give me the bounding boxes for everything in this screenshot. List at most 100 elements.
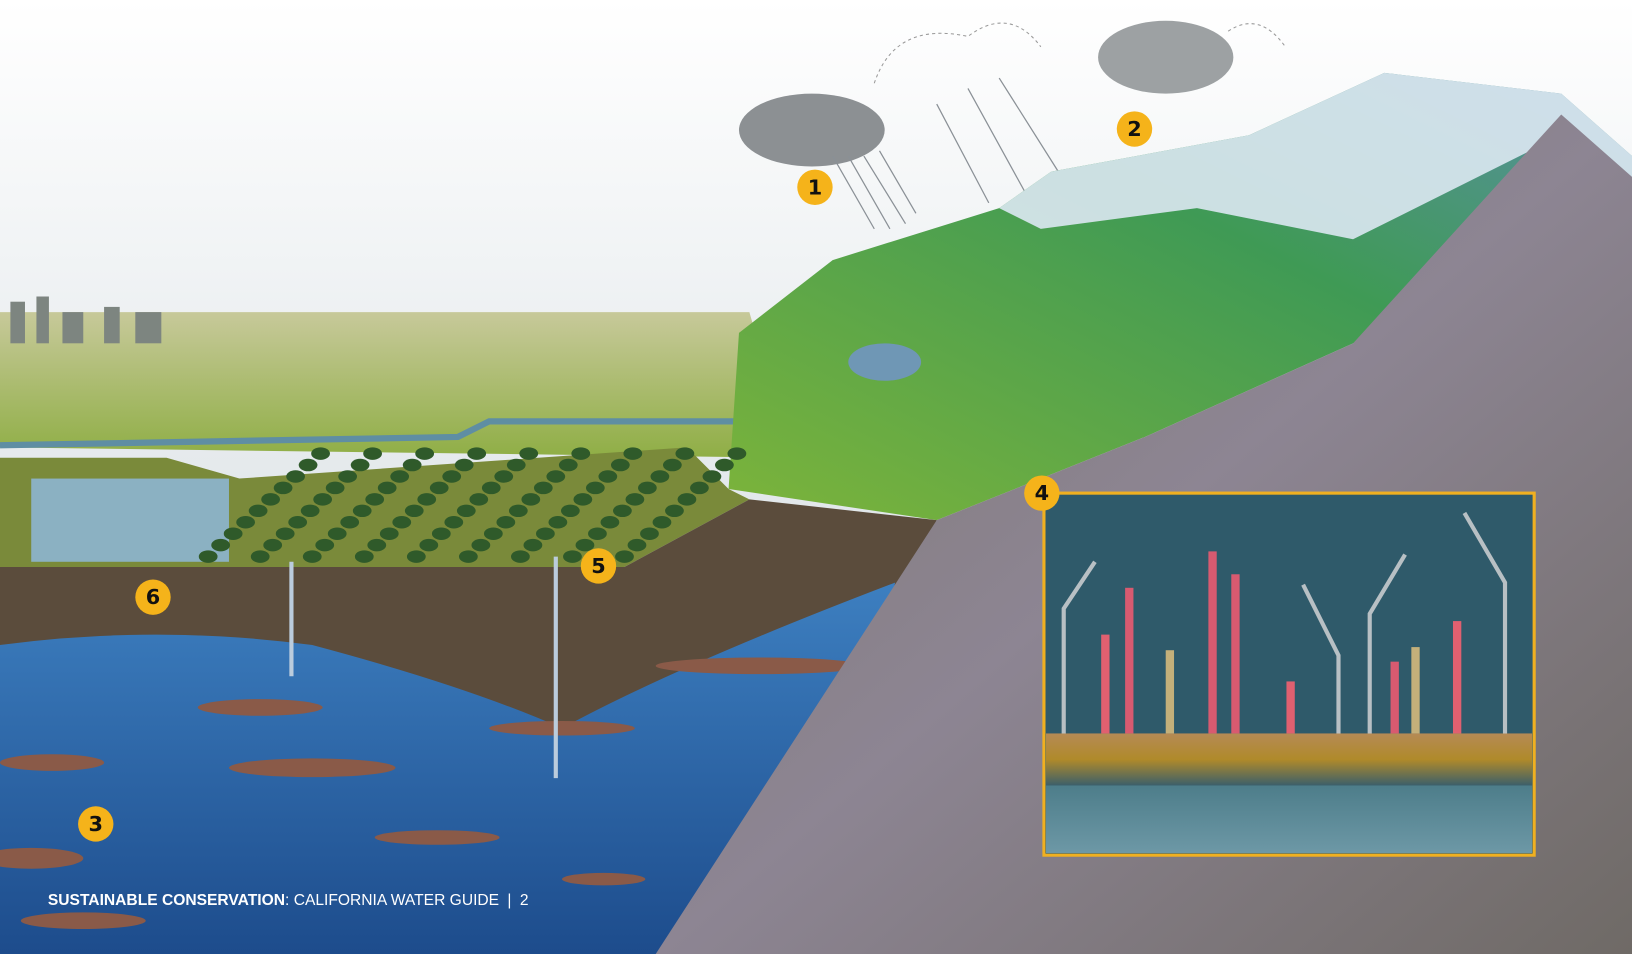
tree (650, 470, 670, 483)
tree (236, 516, 255, 529)
inset-water (1046, 785, 1533, 854)
rain (832, 77, 1063, 230)
tree (481, 481, 501, 495)
tree (558, 458, 578, 472)
tree (652, 516, 672, 529)
marker-badge (1116, 111, 1153, 147)
tree (415, 447, 435, 460)
pipe (1165, 650, 1175, 734)
tree (519, 447, 539, 460)
tree (392, 516, 412, 529)
tree (261, 493, 280, 506)
snow-cloud (1098, 20, 1234, 94)
footer: SUSTAINABLE CONSERVATION: CALIFORNIA WAT… (48, 892, 529, 909)
tree (406, 550, 426, 563)
tree (469, 493, 489, 506)
footer-brand: SUSTAINABLE CONSERVATION (48, 892, 285, 909)
tree (496, 516, 516, 529)
pipe (1231, 574, 1240, 734)
tree (521, 493, 541, 506)
reservoir (848, 343, 922, 381)
tree (367, 538, 387, 552)
tree (379, 527, 399, 540)
recharge-basin (31, 478, 229, 562)
tree (350, 458, 370, 472)
tree (298, 458, 318, 472)
tree (615, 550, 634, 563)
tree (665, 504, 684, 518)
tree (404, 504, 424, 518)
inset-soil (1046, 733, 1533, 786)
pipe (1452, 621, 1462, 734)
city (10, 296, 162, 344)
tree (508, 504, 528, 518)
tree (454, 458, 474, 472)
tree (315, 538, 335, 552)
tree (429, 481, 449, 495)
bent-pipe (1367, 553, 1407, 734)
tree (571, 447, 591, 460)
marker-badge (135, 579, 171, 615)
tree (533, 481, 553, 495)
tree (727, 447, 747, 460)
tree (250, 550, 270, 563)
clay-lenses (0, 657, 864, 930)
rain-cloud (738, 93, 885, 167)
tree (548, 516, 568, 529)
tree (561, 504, 580, 518)
tree (677, 493, 697, 506)
snow-peaks (999, 72, 1632, 240)
tree (352, 504, 372, 518)
pipe (1125, 587, 1134, 734)
cloud-outline (873, 22, 1286, 84)
tree (311, 447, 330, 460)
tree (613, 504, 632, 518)
tree (600, 516, 620, 529)
tree (288, 516, 308, 529)
tree (365, 493, 385, 506)
aquifer (0, 582, 896, 954)
pipe (1411, 647, 1420, 734)
orchard (198, 447, 747, 563)
tree (377, 481, 397, 495)
marker-badge (1024, 475, 1060, 511)
tree (702, 470, 722, 483)
tree (625, 493, 645, 506)
tree (494, 470, 514, 483)
tree (546, 470, 566, 483)
marker-label: 3 (89, 812, 103, 836)
tree (390, 470, 410, 483)
tree (638, 481, 657, 495)
tree (286, 470, 305, 483)
tree (273, 481, 293, 495)
pipe (1101, 634, 1110, 734)
tree (211, 538, 231, 552)
tree (442, 470, 462, 483)
tree (248, 504, 268, 518)
tree (325, 481, 345, 495)
tree (402, 458, 422, 472)
tree (198, 550, 218, 563)
tree (640, 527, 659, 540)
tree (340, 516, 360, 529)
tree (300, 504, 320, 518)
marker-badge (78, 806, 114, 842)
tree (327, 527, 347, 540)
tree (417, 493, 437, 506)
tree (459, 550, 478, 563)
marker-label: 5 (591, 554, 605, 578)
tree (523, 538, 543, 552)
tree (663, 458, 682, 472)
tree (223, 527, 243, 540)
tree (471, 538, 491, 552)
tree (563, 550, 582, 563)
bent-pipe (1061, 560, 1097, 734)
bent-pipe (1462, 511, 1508, 734)
tree (263, 538, 283, 552)
marker-label: 6 (146, 585, 160, 609)
bent-pipe (1301, 583, 1341, 734)
pipe (1286, 681, 1295, 734)
tree (313, 493, 333, 506)
markers: 1 2 3 4 5 6 (78, 111, 1153, 842)
